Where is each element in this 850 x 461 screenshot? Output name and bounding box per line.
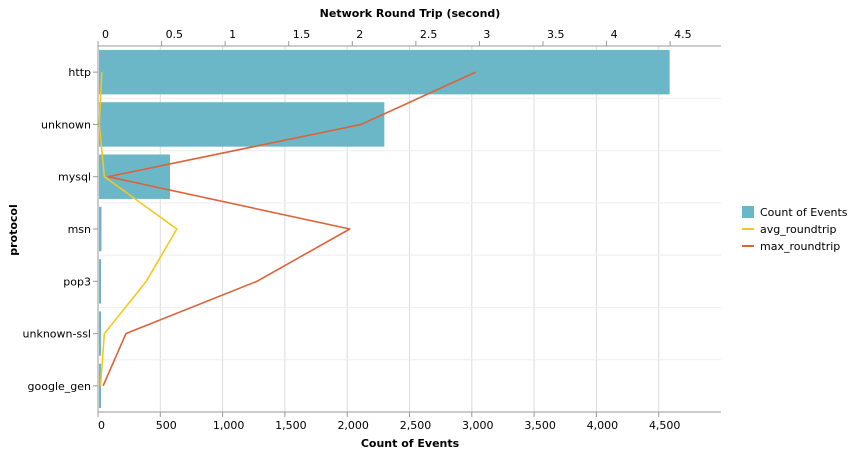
bottom-axis-tick-label: 0	[98, 419, 105, 432]
category-label: mysql	[58, 171, 91, 184]
bottom-axis-tick-label: 3,500	[524, 419, 556, 432]
bottom-axis-tick-label: 1,500	[275, 419, 307, 432]
top-axis-tick-label: 3	[483, 28, 490, 41]
axes-layer: 0 500 1,000 1,500 2,000 2,500 3,000 3,500 4,000 4…	[23, 28, 721, 432]
legend-label: Count of Events	[760, 206, 848, 219]
top-axis-tick-label: 1	[229, 28, 236, 41]
bottom-axis-tick-label: 1,000	[213, 419, 245, 432]
bar-count-of-events	[99, 206, 102, 252]
bottom-axis-tick-label: 3,000	[462, 419, 494, 432]
top-axis-tick-label: 2.5	[420, 28, 438, 41]
bar-count-of-events	[99, 102, 385, 147]
legend: Count of Events avg_roundtrip max_roundtri…	[742, 206, 848, 253]
y-axis-title: protocol	[7, 204, 20, 256]
lines-layer	[98, 71, 476, 387]
bottom-axis-tick-label: 2,500	[400, 419, 432, 432]
bottom-axis-tick-label: 4,500	[649, 419, 681, 432]
top-axis-tick-label: 1.5	[293, 28, 311, 41]
top-axis-tick-label: 4.5	[674, 28, 692, 41]
category-label: msn	[68, 223, 91, 236]
bar-count-of-events	[99, 49, 670, 95]
top-axis-tick-label: 2	[356, 28, 363, 41]
bar-count-of-events	[99, 259, 101, 304]
legend-label: avg_roundtrip	[760, 223, 837, 236]
top-axis-tick-label: 4	[611, 28, 618, 41]
bottom-axis-tick-label: 4,000	[587, 419, 619, 432]
legend-swatch-bar	[742, 206, 754, 218]
grid-layer	[98, 46, 721, 412]
category-label: google_gen	[28, 380, 91, 393]
category-label: pop3	[63, 275, 91, 288]
top-axis-tick-label: 0	[102, 28, 109, 41]
bars-layer	[99, 49, 670, 409]
line-max-roundtrip	[102, 71, 476, 387]
line-avg-roundtrip	[98, 72, 178, 386]
bottom-axis-title: Count of Events	[361, 437, 460, 450]
bar-count-of-events	[99, 311, 101, 356]
category-label: unknown-ssl	[23, 328, 91, 341]
top-axis-title: Network Round Trip (second)	[320, 7, 501, 20]
bar-count-of-events	[99, 363, 101, 409]
top-axis-tick-label: 0.5	[166, 28, 184, 41]
legend-label: max_roundtrip	[760, 240, 840, 253]
bottom-axis-tick-label: 500	[156, 419, 177, 432]
top-axis-tick-label: 3.5	[547, 28, 565, 41]
category-label: unknown	[41, 118, 91, 131]
category-label: http	[68, 66, 91, 79]
bottom-axis-tick-label: 2,000	[337, 419, 369, 432]
